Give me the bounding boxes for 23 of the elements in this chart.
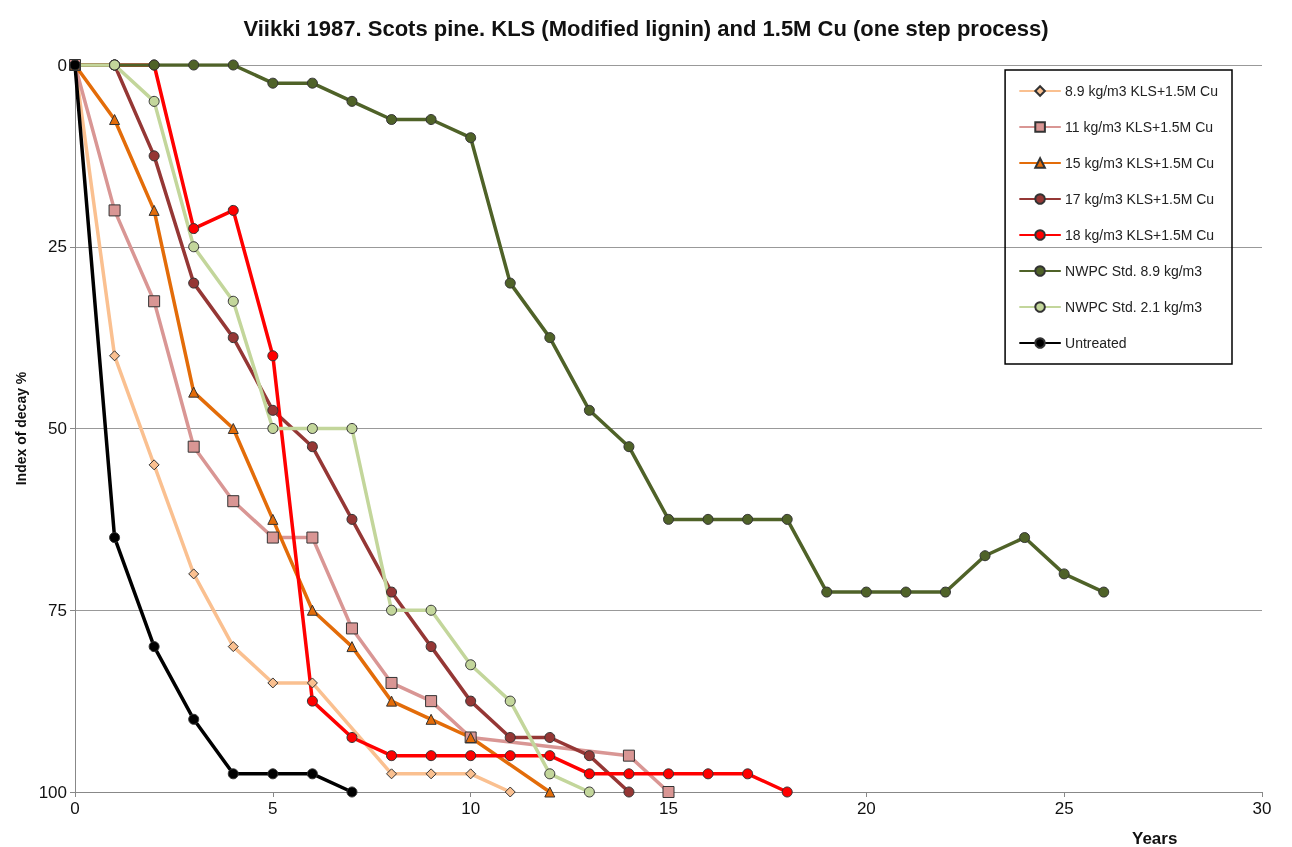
y-tick-label: 100 [38,782,67,802]
legend-label: 8.9 kg/m3 KLS+1.5M Cu [1065,83,1219,99]
x-tick-label: 15 [659,799,678,818]
y-tick-label: 25 [48,237,67,257]
legend-label: Untreated [1065,335,1127,351]
x-tick-label: 30 [1252,799,1272,818]
x-tick-label: 5 [268,799,278,818]
legend-label: 11 kg/m3 KLS+1.5M Cu [1065,119,1214,135]
legend-label: 15 kg/m3 KLS+1.5M Cu [1065,155,1215,171]
y-axis-title: Index of decay % [12,371,29,486]
legend-label: NWPC Std. 2.1 kg/m3 [1065,299,1203,315]
legend-label: 17 kg/m3 KLS+1.5M Cu [1065,191,1215,207]
chart-title: Viikki 1987. Scots pine. KLS (Modified lignin) and 1.5M Cu (one step process) [243,15,1049,41]
y-tick-label: 0 [57,55,67,75]
x-tick-label: 0 [70,799,80,818]
x-tick-label: 10 [461,799,481,818]
x-tick-label: 25 [1054,799,1074,818]
y-tick-label: 50 [48,419,67,438]
x-tick-label: 20 [856,799,876,818]
legend-label: NWPC Std. 8.9 kg/m3 [1065,263,1203,279]
x-axis-title: Years [1132,829,1178,847]
legend-label: 18 kg/m3 KLS+1.5M Cu [1065,227,1215,243]
y-tick-label: 75 [48,600,67,620]
